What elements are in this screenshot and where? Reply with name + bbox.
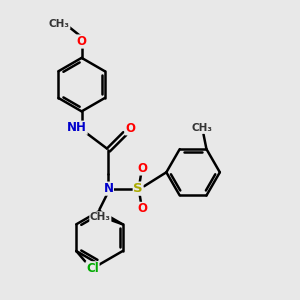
- Text: CH₃: CH₃: [191, 123, 212, 133]
- Text: CH₃: CH₃: [90, 212, 111, 222]
- Text: O: O: [138, 162, 148, 175]
- Text: NH: NH: [67, 121, 87, 134]
- Text: N: N: [103, 182, 113, 195]
- Text: Cl: Cl: [86, 262, 99, 275]
- Text: O: O: [138, 202, 148, 215]
- Text: O: O: [76, 35, 87, 48]
- Text: O: O: [125, 122, 135, 135]
- Text: CH₃: CH₃: [49, 19, 70, 29]
- Text: S: S: [133, 182, 143, 195]
